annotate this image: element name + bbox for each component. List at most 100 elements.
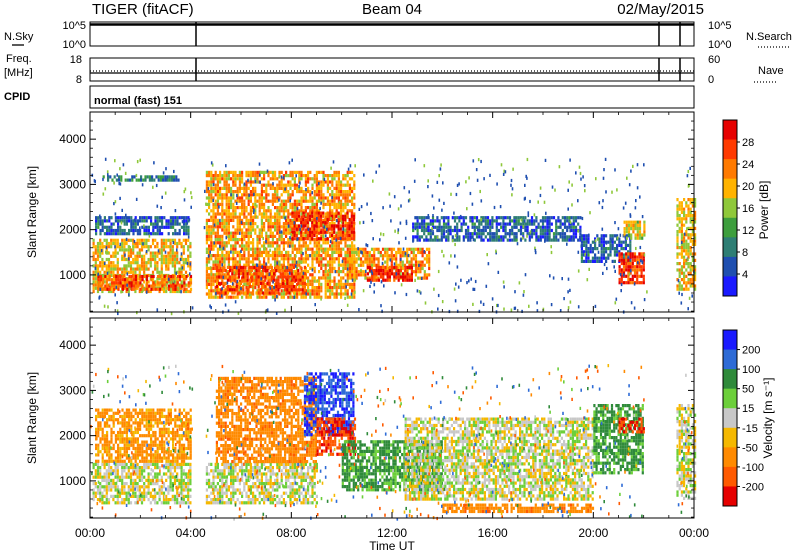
power-cell (260, 193, 263, 197)
power-cell (380, 232, 382, 236)
power-cell (629, 261, 632, 266)
power-cell (322, 230, 325, 234)
power-cell (152, 232, 155, 236)
power-cell (539, 228, 542, 233)
power-cell (369, 265, 372, 269)
power-cell (638, 274, 641, 278)
power-cell (129, 178, 132, 182)
power-cell (691, 214, 694, 218)
power-cell (132, 278, 135, 282)
power-cell (620, 271, 623, 275)
power-cell (587, 240, 590, 244)
power-cell (344, 292, 347, 296)
power-cell (274, 199, 277, 203)
power-cell (227, 260, 230, 264)
power-cell (326, 247, 329, 251)
power-cell (143, 228, 146, 233)
power-cell (126, 287, 129, 291)
power-cell (613, 265, 615, 269)
power-cell (555, 235, 558, 239)
power-cell (346, 227, 349, 231)
power-cell (638, 227, 642, 231)
power-cell (676, 214, 679, 218)
power-cell (291, 263, 294, 267)
power-cell (506, 216, 509, 220)
power-cell (412, 222, 415, 226)
power-cell (225, 186, 228, 190)
power-cell (419, 250, 422, 255)
power-cell (353, 244, 356, 248)
power-cell (286, 281, 289, 285)
power-cell (611, 259, 614, 263)
power-cell (326, 177, 329, 181)
power-cell (428, 266, 431, 271)
power-cell (382, 206, 384, 210)
power-cell (265, 231, 268, 235)
power-cell (351, 244, 354, 248)
power-cell (130, 278, 133, 282)
power-cell (414, 235, 417, 239)
power-cell (136, 286, 139, 290)
power-cell (689, 278, 692, 282)
power-cell (260, 228, 263, 232)
power-cell (280, 250, 283, 254)
power-cell (167, 284, 171, 288)
power-cell (315, 241, 318, 245)
power-cell (441, 208, 443, 212)
power-cell (256, 170, 259, 174)
power-cell (163, 278, 166, 282)
power-cell (251, 285, 254, 289)
power-cell (210, 186, 213, 190)
power-cell (300, 270, 303, 274)
power-cell (131, 178, 134, 182)
power-cell (313, 295, 316, 299)
power-cell (136, 222, 139, 226)
power-cell (115, 281, 118, 285)
power-cell (402, 272, 405, 276)
power-cell (403, 254, 407, 258)
power-cell (254, 247, 257, 251)
power-cell (291, 190, 294, 194)
power-cell (687, 287, 690, 291)
power-cell (145, 274, 149, 279)
power-cell (313, 230, 316, 234)
power-cell (169, 289, 172, 294)
power-cell (388, 247, 391, 251)
power-cell (304, 244, 307, 248)
power-cell (265, 199, 268, 203)
power-cell (97, 222, 100, 226)
power-cell (478, 222, 481, 226)
power-cell (169, 238, 172, 242)
power-cell (685, 246, 688, 250)
power-cell (234, 247, 237, 251)
power-cell (218, 291, 221, 295)
power-cell (145, 290, 148, 294)
power-cell (280, 295, 283, 299)
power-cell (634, 236, 637, 240)
power-cell (163, 225, 166, 229)
power-cell (451, 235, 454, 239)
power-cell (140, 175, 143, 179)
power-cell (212, 209, 215, 213)
power-cell (124, 281, 127, 285)
power-cell (104, 274, 107, 279)
power-cell (114, 216, 117, 220)
power-cell (558, 165, 561, 169)
power-cell (99, 248, 102, 252)
power-cell (634, 227, 637, 231)
power-cell (386, 272, 389, 276)
power-cell (304, 183, 307, 187)
power-cell (377, 250, 380, 255)
power-cell (341, 224, 345, 228)
power-cell (281, 285, 284, 289)
power-cell (252, 228, 255, 232)
power-cell (522, 216, 525, 220)
power-cell (557, 216, 560, 220)
power-cell (348, 227, 351, 231)
power-cell (680, 207, 683, 211)
power-cell (289, 193, 292, 197)
power-cell (276, 238, 279, 242)
power-cell (419, 276, 422, 280)
power-cell (579, 216, 582, 220)
power-cell (313, 227, 316, 231)
